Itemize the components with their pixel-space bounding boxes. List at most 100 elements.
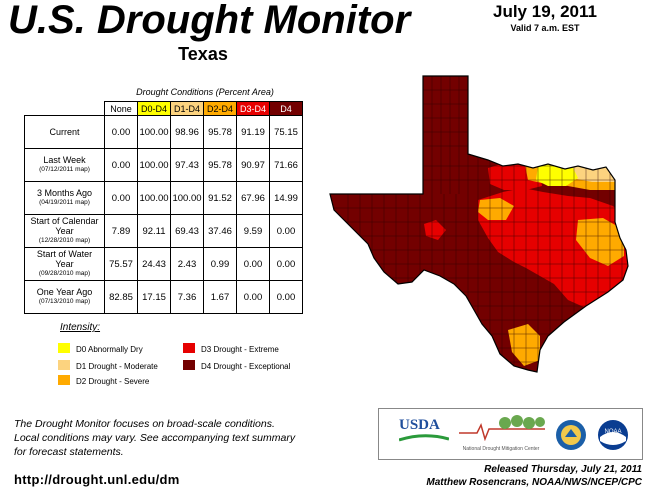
ndmc-logo: National Drought Mitigation Center xyxy=(457,415,545,455)
row-label: One Year Ago (07/13/2010 map) xyxy=(24,280,105,314)
row-label-main: Current xyxy=(49,127,80,137)
col-header: D4 xyxy=(269,101,303,116)
legend-label: D1 Drought - Moderate xyxy=(76,362,158,371)
table-cell: 0.00 xyxy=(269,214,303,248)
table-cell: 67.96 xyxy=(236,181,270,215)
table-cell: 95.78 xyxy=(203,115,237,149)
texas-map xyxy=(329,75,629,373)
legend-label: D0 Abnormally Dry xyxy=(76,345,143,354)
table-cell: 24.43 xyxy=(137,247,171,281)
table-caption: Drought Conditions (Percent Area) xyxy=(136,87,274,97)
legend-label: D3 Drought - Extreme xyxy=(201,345,279,354)
table-cell: 7.36 xyxy=(170,280,204,314)
table-cell: 75.15 xyxy=(269,115,303,149)
table-cell: 91.52 xyxy=(203,181,237,215)
table-cell: 9.59 xyxy=(236,214,270,248)
table-cell: 75.57 xyxy=(104,247,138,281)
table-cell: 1.67 xyxy=(203,280,237,314)
legend-label: D2 Drought - Severe xyxy=(76,377,150,386)
footnote-line: Local conditions may vary. See accompany… xyxy=(14,432,296,444)
svg-text:NOAA: NOAA xyxy=(604,429,621,435)
table-cell: 92.11 xyxy=(137,214,171,248)
map-title: U.S. Drought Monitor xyxy=(8,0,411,42)
row-label-main: Start of Water Year xyxy=(36,249,93,269)
row-label-sub: (12/28/2010 map) xyxy=(38,237,91,244)
row-label-sub: (09/28/2010 map) xyxy=(38,270,91,277)
table-cell: 97.43 xyxy=(170,148,204,182)
col-header: D1-D4 xyxy=(170,101,204,116)
table-cell: 71.66 xyxy=(269,148,303,182)
row-label: Start of Water Year (09/28/2010 map) xyxy=(24,247,105,281)
table-cell: 100.00 xyxy=(137,115,171,149)
map-date: July 19, 2011 xyxy=(493,2,597,21)
col-header: D2-D4 xyxy=(203,101,237,116)
table-cell: 69.43 xyxy=(170,214,204,248)
table-cell: 0.00 xyxy=(236,280,270,314)
table-cell: 95.78 xyxy=(203,148,237,182)
table-cell: 0.00 xyxy=(104,148,138,182)
drought-center-icon xyxy=(459,415,545,442)
table-cell: 82.85 xyxy=(104,280,138,314)
row-label: 3 Months Ago (04/19/2011 map) xyxy=(24,181,105,215)
row-label-sub: (07/12/2011 map) xyxy=(39,166,90,173)
d2-region-central xyxy=(478,198,514,220)
source-url[interactable]: http://drought.unl.edu/dm xyxy=(14,472,180,487)
noaa-logo-icon: NOAA xyxy=(598,420,628,450)
table-cell: 2.43 xyxy=(170,247,204,281)
legend-swatch xyxy=(58,360,70,370)
row-label-main: One Year Ago xyxy=(36,287,93,297)
d3-spot xyxy=(424,220,446,240)
usda-logo: USDA xyxy=(399,417,449,442)
logo-panel: USDA National Drought Mitigation Center … xyxy=(378,408,643,460)
row-label-sub: (04/19/2011 map) xyxy=(39,199,90,206)
col-header: None xyxy=(104,101,138,116)
row-label: Start of Calendar Year (12/28/2010 map) xyxy=(24,214,105,248)
table-cell: 7.89 xyxy=(104,214,138,248)
footnote-line: for forecast statements. xyxy=(14,446,124,458)
table-cell: 100.00 xyxy=(137,148,171,182)
row-label-main: Start of Calendar Year xyxy=(30,216,99,236)
row-label: Current xyxy=(24,115,105,149)
usda-swoosh-icon xyxy=(399,434,449,442)
footnote: The Drought Monitor focuses on broad-sca… xyxy=(14,417,344,459)
table-cell: 0.00 xyxy=(236,247,270,281)
col-header: D0-D4 xyxy=(137,101,171,116)
author-info: Matthew Rosencrans, NOAA/NWS/NCEP/CPC xyxy=(426,477,642,488)
valid-time: Valid 7 a.m. EST xyxy=(510,23,580,33)
d2-region-east xyxy=(576,218,624,266)
table-row: 3 Months Ago (04/19/2011 map) 0.00 100.00 10… xyxy=(24,181,303,215)
commerce-seal-icon xyxy=(556,420,586,450)
legend-swatch xyxy=(183,360,195,370)
table-row: One Year Ago (07/13/2010 map) 82.85 17.15 7.… xyxy=(24,280,303,314)
col-header: D3-D4 xyxy=(236,101,270,116)
table-row: Start of Water Year (09/28/2010 map) 75.57… xyxy=(24,247,303,281)
table-cell: 0.00 xyxy=(269,247,303,281)
table-cell: 98.96 xyxy=(170,115,204,149)
table-cell: 0.00 xyxy=(104,115,138,149)
row-label-main: Last Week xyxy=(43,155,86,165)
legend-title: Intensity: xyxy=(60,322,101,333)
table-row: Current 0.00 100.00 98.96 95.78 91.19 75.15 xyxy=(24,115,303,149)
legend-swatch xyxy=(183,343,195,353)
table-cell: 0.99 xyxy=(203,247,237,281)
row-label-main: 3 Months Ago xyxy=(36,188,93,198)
legend-swatch xyxy=(58,375,70,385)
row-label: Last Week (07/12/2011 map) xyxy=(24,148,105,182)
table-cell: 0.00 xyxy=(104,181,138,215)
legend-swatch xyxy=(58,343,70,353)
table-cell: 17.15 xyxy=(137,280,171,314)
table-cell: 0.00 xyxy=(269,280,303,314)
region-name: Texas xyxy=(178,44,228,64)
table-cell: 100.00 xyxy=(170,181,204,215)
drought-table: None D0-D4 D1-D4 D2-D4 D3-D4 D4 Current 0… xyxy=(24,101,303,314)
release-info: Released Thursday, July 21, 2011 xyxy=(484,464,642,475)
county-grid xyxy=(330,76,628,370)
d2-region-south xyxy=(508,324,540,366)
table-cell: 91.19 xyxy=(236,115,270,149)
table-row: Last Week (07/12/2011 map) 0.00 100.00 97.43… xyxy=(24,148,303,182)
legend-label: D4 Drought - Exceptional xyxy=(201,362,291,371)
table-cell: 100.00 xyxy=(137,181,171,215)
table-corner xyxy=(24,101,105,116)
row-label-sub: (07/13/2010 map) xyxy=(38,298,91,305)
table-cell: 90.97 xyxy=(236,148,270,182)
